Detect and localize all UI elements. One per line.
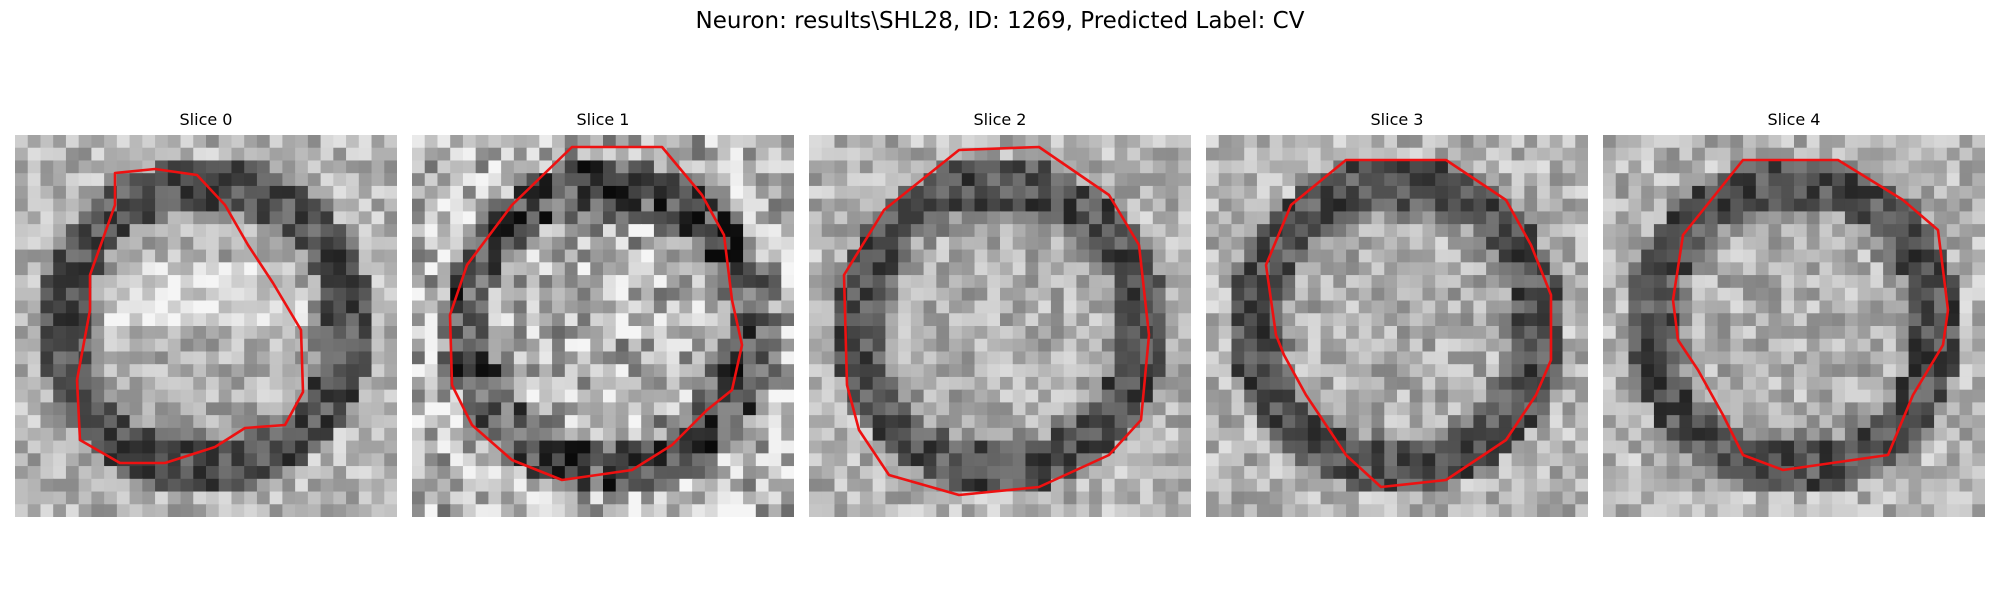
pixel-grid	[809, 135, 1191, 517]
pixel-grid	[15, 135, 397, 517]
slice-image-1	[412, 135, 794, 517]
slice-title: Slice 2	[973, 110, 1027, 129]
slice-panel-4: Slice 4	[1603, 110, 1985, 517]
slice-title: Slice 1	[576, 110, 630, 129]
slice-panel-2: Slice 2	[809, 110, 1191, 517]
slice-image-0	[15, 135, 397, 517]
slice-image-2	[809, 135, 1191, 517]
slice-panel-0: Slice 0	[15, 110, 397, 517]
roi-contour	[1264, 158, 1553, 489]
slice-image-4	[1603, 135, 1985, 517]
roi-contour	[75, 167, 305, 465]
pixel-grid	[1206, 135, 1588, 517]
slice-title: Slice 0	[179, 110, 233, 129]
roi-contour	[448, 145, 744, 482]
figure-title: Neuron: results\SHL28, ID: 1269, Predict…	[695, 8, 1305, 34]
slice-panel-3: Slice 3	[1206, 110, 1588, 517]
slice-title: Slice 4	[1767, 110, 1821, 129]
pixel-grid	[1603, 135, 1985, 517]
slice-panel-1: Slice 1	[412, 110, 794, 517]
slice-title: Slice 3	[1370, 110, 1424, 129]
slice-image-3	[1206, 135, 1588, 517]
roi-contour	[1671, 158, 1950, 472]
roi-contour	[842, 145, 1151, 497]
